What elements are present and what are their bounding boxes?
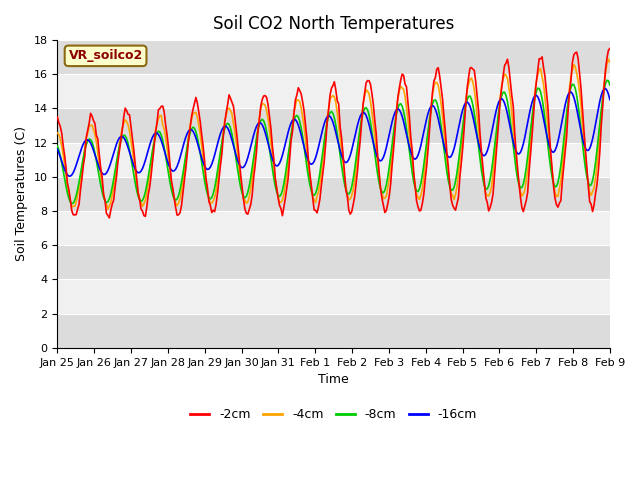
Bar — [58, 177, 610, 211]
Title: Soil CO2 North Temperatures: Soil CO2 North Temperatures — [213, 15, 454, 33]
Bar — [58, 108, 610, 143]
Bar — [58, 74, 610, 108]
Bar — [58, 211, 610, 245]
Y-axis label: Soil Temperatures (C): Soil Temperatures (C) — [15, 126, 28, 262]
Bar — [58, 40, 610, 74]
Legend: -2cm, -4cm, -8cm, -16cm: -2cm, -4cm, -8cm, -16cm — [186, 403, 482, 426]
Bar — [58, 245, 610, 279]
Bar — [58, 313, 610, 348]
X-axis label: Time: Time — [318, 373, 349, 386]
Bar — [58, 279, 610, 313]
Text: VR_soilco2: VR_soilco2 — [68, 49, 143, 62]
Bar — [58, 143, 610, 177]
